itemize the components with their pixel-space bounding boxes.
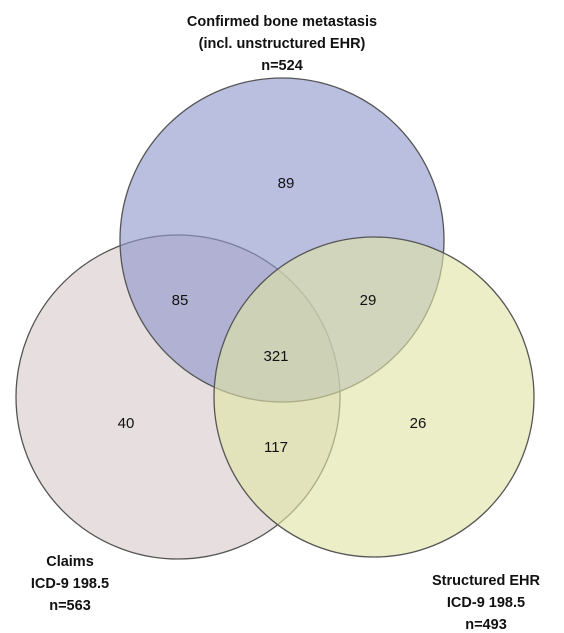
label-structured: Structured EHR ICD-9 198.5 n=493 xyxy=(432,573,540,633)
count-structured-only: 26 xyxy=(410,415,427,432)
count-confirmed-structured: 29 xyxy=(360,292,377,309)
label-claims-line3: n=563 xyxy=(49,598,91,614)
count-claims-only: 40 xyxy=(118,415,135,432)
label-confirmed-line1: Confirmed bone metastasis xyxy=(187,14,377,30)
circle-structured xyxy=(213,236,535,558)
count-confirmed-claims: 85 xyxy=(172,292,189,309)
label-structured-line2: ICD-9 198.5 xyxy=(447,595,525,611)
count-claims-structured: 117 xyxy=(264,439,288,456)
label-claims: Claims ICD-9 198.5 n=563 xyxy=(31,554,109,614)
label-confirmed-line3: n=524 xyxy=(261,58,303,74)
count-all-three: 321 xyxy=(263,348,288,365)
count-confirmed-only: 89 xyxy=(278,175,295,192)
label-claims-line1: Claims xyxy=(46,554,94,570)
label-claims-line2: ICD-9 198.5 xyxy=(31,576,109,592)
label-structured-line1: Structured EHR xyxy=(432,573,540,589)
label-structured-line3: n=493 xyxy=(465,617,507,633)
label-confirmed-line2: (incl. unstructured EHR) xyxy=(199,36,366,52)
label-confirmed: Confirmed bone metastasis (incl. unstruc… xyxy=(187,14,377,74)
